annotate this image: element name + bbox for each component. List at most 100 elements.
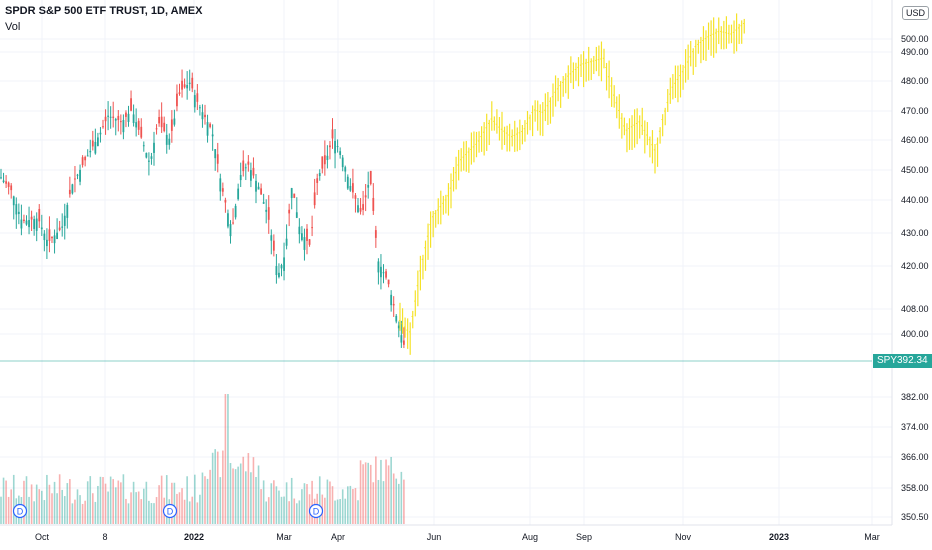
candle-body — [148, 161, 150, 162]
candle-body — [161, 117, 163, 128]
candle-body — [242, 161, 244, 172]
candle-body — [38, 209, 40, 221]
volume-bar — [135, 492, 137, 524]
time-axis[interactable]: Oct 8 2022 Mar Apr Jun Aug Sep Nov 2023 Mar — [35, 532, 880, 542]
candle-body — [367, 185, 369, 188]
last-price-symbol: SPY — [877, 354, 897, 368]
candle-body — [337, 146, 339, 147]
candle-body — [84, 157, 86, 160]
volume-bar — [388, 465, 390, 524]
candle-body — [250, 170, 252, 181]
volume-bar — [227, 394, 229, 524]
candle-body — [225, 200, 227, 203]
volume-bar — [110, 477, 112, 524]
volume-bar — [74, 500, 76, 524]
volume-bar — [383, 481, 385, 524]
volume-bar — [156, 497, 158, 524]
candle-body — [130, 98, 132, 110]
volume-bar — [220, 477, 222, 524]
volume-bar — [87, 481, 89, 524]
candle-body — [107, 116, 109, 117]
candle-body — [77, 175, 79, 176]
volume-bar — [401, 472, 403, 524]
candle-body — [133, 114, 135, 123]
candle-body — [97, 137, 99, 146]
volume-bar — [84, 501, 86, 524]
volume-bar — [107, 492, 109, 524]
volume-bar — [46, 475, 48, 524]
candle-body — [153, 143, 155, 153]
candle-body — [309, 239, 311, 245]
dividend-marker[interactable]: D — [14, 505, 27, 518]
volume-bar — [398, 484, 400, 524]
candle-body — [140, 127, 142, 138]
chart-title: SPDR S&P 500 ETF TRUST, 1D, AMEX — [5, 5, 202, 17]
candle-body — [125, 113, 127, 117]
volume-bar — [128, 503, 130, 524]
candle-body — [82, 157, 84, 165]
volume-bar — [255, 477, 257, 524]
volume-bar — [13, 475, 15, 524]
volume-bar — [8, 497, 10, 524]
volume-bar — [288, 501, 290, 524]
dividend-marker[interactable]: D — [310, 505, 323, 518]
candle-body — [151, 156, 153, 159]
candle-body — [163, 123, 165, 131]
candle-body — [388, 280, 390, 285]
volume-bar — [393, 473, 395, 524]
volume-bar — [209, 470, 211, 524]
price-axis[interactable]: 500.00 490.00 480.00 470.00 460.00 450.00 440.… — [901, 34, 929, 522]
candle-body — [306, 229, 308, 241]
candle-body — [316, 178, 318, 183]
candle-body — [209, 124, 211, 127]
price-tick: 440.00 — [901, 195, 929, 205]
volume-bar — [204, 476, 206, 524]
candle-body — [102, 126, 104, 127]
volume-bar — [357, 500, 359, 524]
volume-bar — [130, 492, 132, 524]
candle-body — [237, 189, 239, 200]
dividend-marker[interactable]: D — [164, 505, 177, 518]
volume-bar — [334, 501, 336, 524]
candle-body — [255, 181, 257, 192]
candle-body — [393, 304, 395, 305]
candle-body — [332, 129, 334, 138]
candle-body — [235, 206, 237, 217]
volume-bar — [293, 499, 295, 524]
candle-body — [194, 95, 196, 107]
volume-bar — [79, 495, 81, 524]
volume-bar — [95, 502, 97, 524]
volume-bar — [197, 502, 199, 524]
candle-body — [321, 156, 323, 168]
volume-bar — [355, 488, 357, 524]
volume-bar — [69, 479, 71, 524]
volume-bar — [278, 491, 280, 524]
candle-body — [168, 139, 170, 145]
volume-bar — [299, 500, 301, 524]
candle-body — [66, 205, 68, 218]
volume-bar — [242, 457, 244, 524]
volume-bar — [5, 481, 7, 524]
candle-body — [166, 135, 168, 145]
volume-bar — [332, 486, 334, 524]
candle-body — [94, 142, 96, 153]
volume-bar — [181, 488, 183, 524]
candle-body — [360, 208, 362, 212]
volume-bar — [143, 489, 145, 524]
candle-body — [61, 227, 63, 228]
candle-body — [184, 84, 186, 87]
currency-button[interactable]: USD — [902, 6, 929, 20]
candle-body — [281, 265, 283, 268]
candle-body — [79, 170, 81, 182]
candle-body — [0, 177, 2, 178]
volume-bar — [28, 497, 30, 524]
volume-bar — [350, 486, 352, 524]
candle-body — [347, 177, 349, 189]
volume-bar — [258, 465, 260, 524]
volume-bar — [146, 482, 148, 524]
candle-body — [18, 212, 20, 214]
volume-bar — [54, 482, 56, 524]
volume-bar — [161, 476, 163, 524]
candle-body — [383, 272, 385, 273]
